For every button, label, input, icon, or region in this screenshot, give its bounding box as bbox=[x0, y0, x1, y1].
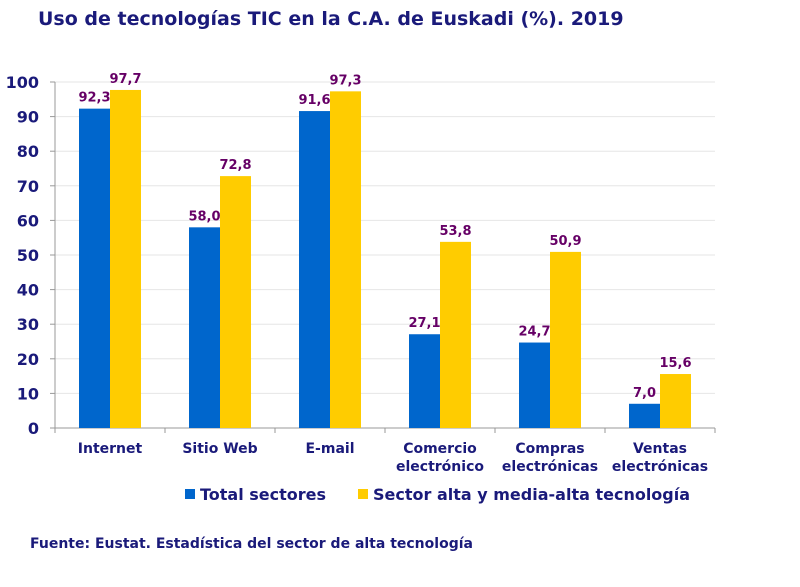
data-label: 58,0 bbox=[188, 209, 220, 224]
legend-label: Sector alta y media-alta tecnología bbox=[373, 485, 690, 504]
bar-total bbox=[629, 403, 660, 428]
x-tick-label: Sitio Web bbox=[182, 441, 257, 457]
data-label: 91,6 bbox=[298, 93, 330, 108]
legend-label: Total sectores bbox=[200, 485, 326, 504]
y-tick-label: 50 bbox=[17, 246, 39, 265]
data-label: 27,1 bbox=[408, 316, 440, 331]
bar-alta-tecnologia bbox=[550, 251, 581, 428]
x-tick-label: electrónico bbox=[396, 459, 484, 475]
legend-swatch-total bbox=[185, 489, 195, 499]
bar-alta-tecnologia bbox=[110, 89, 141, 428]
y-tick-label: 40 bbox=[17, 281, 39, 300]
bar-total bbox=[519, 342, 550, 428]
source-note: Fuente: Eustat. Estadística del sector d… bbox=[30, 536, 473, 552]
y-tick-label: 10 bbox=[17, 384, 39, 403]
data-label: 50,9 bbox=[549, 234, 581, 249]
bar-alta-tecnologia bbox=[330, 91, 361, 428]
y-tick-label: 80 bbox=[17, 142, 39, 161]
bar-alta-tecnologia bbox=[660, 374, 691, 428]
y-tick-label: 60 bbox=[17, 211, 39, 230]
bar-alta-tecnologia bbox=[220, 176, 251, 428]
data-label: 72,8 bbox=[219, 158, 251, 173]
x-tick-label: Ventas bbox=[633, 441, 687, 457]
x-tick-label: electrónicas bbox=[502, 459, 598, 475]
bar-total bbox=[299, 111, 330, 429]
x-tick-label: Internet bbox=[78, 441, 143, 457]
data-label: 15,6 bbox=[659, 356, 691, 371]
y-tick-label: 0 bbox=[28, 419, 39, 438]
x-tick-label: E-mail bbox=[305, 441, 354, 457]
bar-total bbox=[189, 227, 220, 428]
data-label: 24,7 bbox=[518, 325, 550, 340]
y-tick-label: 70 bbox=[17, 177, 39, 196]
y-tick-label: 90 bbox=[17, 108, 39, 127]
bar-alta-tecnologia bbox=[440, 241, 471, 428]
data-label: 97,3 bbox=[329, 73, 361, 88]
data-label: 92,3 bbox=[78, 91, 110, 106]
data-label: 7,0 bbox=[633, 386, 656, 401]
chart-title: Uso de tecnologías TIC en la C.A. de Eus… bbox=[38, 8, 624, 30]
legend-swatch-alta-tecnologia bbox=[358, 489, 368, 499]
y-tick-label: 20 bbox=[17, 350, 39, 369]
data-label: 53,8 bbox=[439, 224, 471, 239]
x-tick-label: electrónicas bbox=[612, 459, 708, 475]
bar-total bbox=[409, 334, 440, 428]
x-tick-label: Comercio bbox=[403, 441, 477, 457]
x-tick-label: Compras bbox=[515, 441, 584, 457]
y-tick-label: 100 bbox=[6, 73, 39, 92]
data-label: 97,7 bbox=[109, 72, 141, 87]
bar-total bbox=[79, 108, 110, 428]
y-tick-label: 30 bbox=[17, 315, 39, 334]
